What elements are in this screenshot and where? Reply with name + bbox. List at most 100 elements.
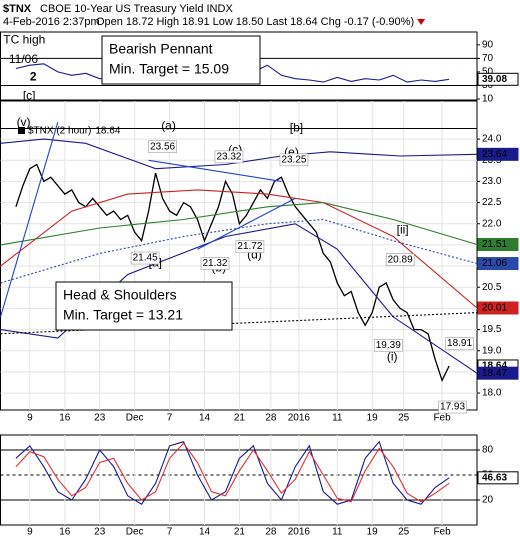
y-tick-label: 24.0 xyxy=(482,134,502,145)
y-tick-label: 22.5 xyxy=(482,197,502,208)
x-tick-label: 28 xyxy=(265,413,277,424)
x-tick-label: Dec xyxy=(126,413,144,424)
y-tick-label: 10 xyxy=(482,94,494,105)
price-label-box xyxy=(385,253,415,266)
value-tag xyxy=(477,366,519,380)
down-arrow xyxy=(417,19,426,25)
price-label-box xyxy=(200,257,230,270)
value-tag xyxy=(477,301,519,315)
x-tick-label: Feb xyxy=(433,413,451,424)
y-tick-label: 20 xyxy=(482,495,494,506)
value-tag xyxy=(477,257,519,271)
wave-label: (a) xyxy=(161,119,176,133)
x-tick-label: 28 xyxy=(265,527,277,538)
title: $TNX xyxy=(3,3,32,15)
wave-label: [ii] xyxy=(397,223,409,237)
x-tick-label: 14 xyxy=(199,413,211,424)
price-label-box xyxy=(235,240,265,253)
series-line xyxy=(0,218,478,284)
value-tag-label: 39.08 xyxy=(482,74,507,85)
x-tick-label: 21 xyxy=(234,527,246,538)
y-tick-label: 23.0 xyxy=(482,176,502,187)
y-tick-label: 22.0 xyxy=(482,218,502,229)
x-tick-label: 23 xyxy=(94,527,106,538)
x-tick-label: 25 xyxy=(398,413,410,424)
legend-swatch xyxy=(18,127,25,134)
price-label: 21.45 xyxy=(133,253,158,264)
x-tick-label: 16 xyxy=(59,413,71,424)
price-label: 18.91 xyxy=(447,338,472,349)
series-line xyxy=(148,159,282,182)
series-line xyxy=(197,197,296,250)
x-tick-label: 11 xyxy=(332,527,343,538)
x-tick-label: Dec xyxy=(126,527,144,538)
price-label-box xyxy=(279,153,309,167)
callout-text: Min. Target = 15.09 xyxy=(109,61,229,77)
y-tick-label: 90 xyxy=(482,39,494,50)
x-tick-label: 14 xyxy=(199,527,211,538)
value-tag-label: 46.63 xyxy=(482,472,507,483)
series-line xyxy=(15,440,450,505)
x-tick-label: 19 xyxy=(367,413,379,424)
x-tick-label: 21 xyxy=(234,413,246,424)
x-tick-label: 23 xyxy=(94,413,106,424)
price-label-box xyxy=(148,140,177,153)
price-label: 19.39 xyxy=(376,340,401,351)
value-tag xyxy=(477,147,519,161)
callout-text: Head & Shoulders xyxy=(63,287,177,303)
x-tick-label: 7 xyxy=(167,413,173,424)
price-label-box xyxy=(438,400,467,414)
subtitle: CBOE 10-Year US Treasury Yield INDX xyxy=(40,3,233,15)
value-tag-label: 20.01 xyxy=(482,303,507,314)
quote-value: 18.64 xyxy=(290,16,318,28)
series-line xyxy=(0,122,59,318)
x-tick-label: 16 xyxy=(59,527,71,538)
x-tick-label: Feb xyxy=(433,527,451,538)
wave-label: 11/06 xyxy=(9,52,38,66)
wave-label: (i) xyxy=(387,349,398,363)
price-label: 23.56 xyxy=(150,141,175,152)
callout-text: Min. Target = 13.21 xyxy=(63,307,183,323)
series-line xyxy=(15,442,450,503)
value-tag xyxy=(477,237,519,251)
series-line xyxy=(15,163,450,383)
quote-label: Last xyxy=(266,16,287,28)
wave-label: [c] xyxy=(23,88,36,102)
value-tag-label: 21.06 xyxy=(482,258,507,269)
x-tick-label: 25 xyxy=(398,527,410,538)
value-tag-label: 18.64 xyxy=(482,361,507,372)
legend-label: $TNX (2 hour) xyxy=(28,126,91,137)
price-label: 23.25 xyxy=(281,154,306,165)
price-label-box xyxy=(445,337,474,350)
quote-value: 18.50 xyxy=(236,16,264,28)
legend-value: 18.64 xyxy=(95,126,120,137)
callout-box xyxy=(101,35,261,85)
callout-box xyxy=(55,281,233,331)
y-tick-label: 19.0 xyxy=(482,345,502,356)
price-label: 21.32 xyxy=(202,258,227,269)
quote-label: Open xyxy=(96,16,123,28)
series-line xyxy=(0,202,478,246)
quote-value: 18.72 xyxy=(126,16,154,28)
y-tick-label: 18.0 xyxy=(482,388,502,399)
x-tick-label: 19 xyxy=(367,527,379,538)
quote-value: -0.17 xyxy=(344,16,369,28)
price-label-box xyxy=(214,150,244,164)
x-tick-label: 2016 xyxy=(288,413,311,424)
y-tick-label: 19.5 xyxy=(482,324,502,335)
y-tick-label: 80 xyxy=(482,445,494,456)
series-line xyxy=(0,312,478,335)
price-label: 20.89 xyxy=(388,254,413,265)
x-tick-label: 9 xyxy=(27,527,33,538)
price-label: 21.72 xyxy=(237,241,262,252)
quote-value: 18.91 xyxy=(182,16,210,28)
value-tag-label: 21.51 xyxy=(482,239,507,250)
y-tick-label: 70 xyxy=(482,53,494,64)
quote-label: Chg xyxy=(321,16,341,28)
value-tag xyxy=(477,471,519,485)
y-tick-label: 20.5 xyxy=(482,282,502,293)
x-tick-label: 11 xyxy=(332,413,343,424)
value-tag xyxy=(477,72,519,86)
wave-label: (v) xyxy=(17,115,31,129)
